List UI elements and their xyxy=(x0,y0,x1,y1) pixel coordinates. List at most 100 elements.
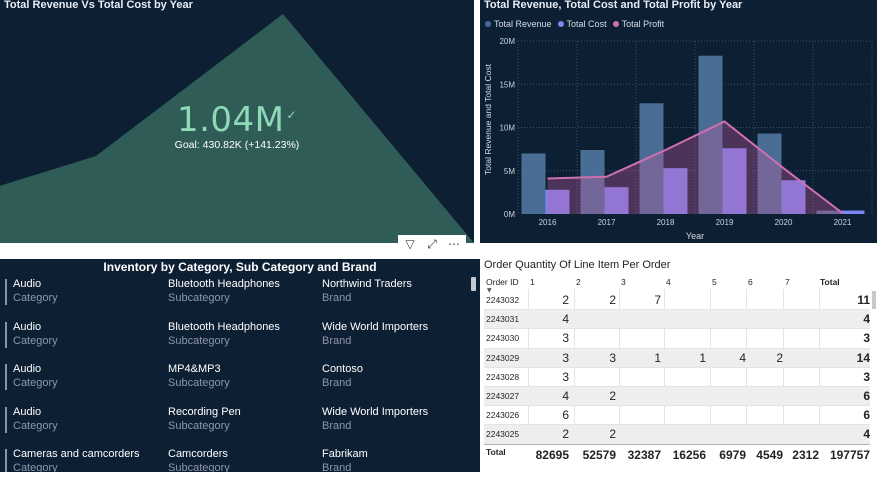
inventory-row[interactable]: Audio Category Bluetooth Headphones Subcate… xyxy=(0,320,470,363)
matrix-column-header[interactable]: 5 xyxy=(712,277,717,287)
bar-cost-2021[interactable] xyxy=(840,210,865,214)
order-id: 2243032 xyxy=(486,295,520,305)
brand-value: Wide World Importers xyxy=(322,320,429,333)
matrix-column-header[interactable]: 6 xyxy=(748,277,753,287)
focus-mode-icon[interactable]: ⤢ xyxy=(427,236,437,251)
subcategory-label: Subcategory xyxy=(168,419,230,432)
matrix-cell: 4 xyxy=(562,312,569,327)
matrix-column-header[interactable]: 7 xyxy=(785,277,790,287)
matrix-row[interactable]: 2243028 3 3 xyxy=(484,368,870,387)
category-value: Audio xyxy=(13,363,42,375)
legend-item-cost[interactable]: Total Cost xyxy=(557,19,607,29)
bar-cost-2019[interactable] xyxy=(722,148,747,214)
inventory-row[interactable]: Cameras and camcorders Category Camcorders… xyxy=(0,447,470,472)
inventory-brand-cell: Wide World Importers Brand xyxy=(322,321,428,347)
brand-value: Wide World Importers xyxy=(322,405,429,418)
bar-revenue-2016[interactable] xyxy=(521,153,546,214)
inventory-scrollbar[interactable] xyxy=(471,277,476,291)
bar-cost-2018[interactable] xyxy=(663,168,688,214)
subcategory-label: Subcategory xyxy=(168,377,230,389)
bar-cost-2017[interactable] xyxy=(604,187,629,214)
kpi-trend-area xyxy=(0,14,474,243)
legend-label: Total Profit xyxy=(621,19,665,29)
subcategory-label: Subcategory xyxy=(168,292,230,304)
matrix-column-header[interactable]: 1 xyxy=(530,277,535,287)
subcategory-value: Bluetooth Headphones xyxy=(168,278,280,290)
inventory-card[interactable]: Inventory by Category, Sub Category and … xyxy=(0,259,480,472)
legend-item-revenue[interactable]: Total Revenue xyxy=(485,19,552,29)
x-axis-label: Year xyxy=(686,231,704,241)
matrix-cell: 6 xyxy=(863,388,870,403)
matrix-row[interactable]: 2243032 2 2 7 11 xyxy=(484,291,870,311)
brand-label: Brand xyxy=(322,419,352,432)
inventory-row[interactable]: Audio Category MP4&MP3 Subcategory Contoso Br… xyxy=(0,362,470,405)
matrix-total-cell: 32387 xyxy=(627,448,661,462)
matrix-column-header[interactable]: 2 xyxy=(576,277,581,287)
matrix-scrollbar[interactable] xyxy=(872,291,876,309)
row-accent-bar xyxy=(5,406,7,433)
matrix-cell: 2 xyxy=(609,427,616,442)
more-options-icon[interactable]: ⋯ xyxy=(448,237,460,251)
filter-icon[interactable]: ▽ xyxy=(405,237,415,251)
matrix-column-header[interactable]: 3 xyxy=(621,277,626,287)
matrix-total-cell: 6979 xyxy=(719,448,746,462)
matrix-cell: 3 xyxy=(562,331,569,346)
matrix-row[interactable]: 2243031 4 4 xyxy=(484,310,870,330)
kpi-area xyxy=(0,14,474,243)
legend-item-profit[interactable]: Total Profit xyxy=(612,19,665,29)
matrix-cell: 2 xyxy=(609,388,616,403)
inventory-subcategory-cell: Camcorders Subcategory xyxy=(168,448,230,472)
bar-cost-2020[interactable] xyxy=(781,180,806,214)
inventory-category-cell: Audio Category xyxy=(13,321,58,347)
inventory-category-cell: Audio Category xyxy=(13,278,58,304)
brand-value: Contoso xyxy=(322,363,363,375)
order-id: 2243026 xyxy=(486,410,520,421)
kpi-card[interactable]: Total Revenue Vs Total Cost by Year 1.04… xyxy=(0,0,474,243)
profit-area xyxy=(547,121,843,214)
bar-revenue-2018[interactable] xyxy=(639,103,664,214)
matrix-total-cell: 2312 xyxy=(792,448,819,462)
matrix-column-header[interactable]: Total xyxy=(820,277,840,287)
legend-dot-icon xyxy=(485,21,491,27)
brand-label: Brand xyxy=(322,292,352,304)
matrix-row[interactable]: 2243029 3 3 1 1 4 2 14 xyxy=(484,348,870,368)
legend-label: Total Revenue xyxy=(494,19,552,29)
bar-cost-2016[interactable] xyxy=(545,189,570,214)
kpi-value-text: 1.04M xyxy=(176,100,285,140)
bar-revenue-2020[interactable] xyxy=(757,133,782,214)
matrix-row-header[interactable]: Order ID xyxy=(486,277,519,287)
category-label: Category xyxy=(13,292,58,304)
inventory-brand-cell: Wide World Importers Brand xyxy=(322,406,428,432)
visual-header-toolbar: ▽ ⤢ ⋯ xyxy=(398,235,466,253)
matrix-row[interactable]: 2243027 4 2 6 xyxy=(484,386,870,407)
bar-revenue-2017[interactable] xyxy=(580,149,605,214)
bar-revenue-2021[interactable] xyxy=(816,210,841,214)
revenue-cost-profit-chart[interactable]: Total Revenue, Total Cost and Total Prof… xyxy=(480,0,877,243)
matrix-cell: 11 xyxy=(857,293,870,307)
y-tick-label: 20M xyxy=(499,37,515,46)
legend-dot-icon xyxy=(557,21,564,27)
matrix-column-header[interactable]: 4 xyxy=(666,277,671,287)
inventory-subcategory-cell: Bluetooth Headphones Subcategory xyxy=(168,321,280,347)
inventory-row[interactable]: Audio Category Recording Pen Subcategory Wid… xyxy=(0,405,470,448)
matrix-cell: 3 xyxy=(562,350,569,365)
order-quantity-matrix[interactable]: Order Quantity Of Line Item Per Order Or… xyxy=(480,258,877,472)
matrix-row[interactable]: 2243025 2 2 4 xyxy=(484,425,870,445)
chart-plot: 0M 5M 10M 15M 20M 2016 2017 2018 2019 2020 2021 Yea… xyxy=(483,37,873,241)
matrix-cell: 4 xyxy=(739,350,746,365)
matrix-cell: 2 xyxy=(776,350,783,365)
brand-label: Brand xyxy=(322,377,352,389)
inventory-subcategory-cell: Bluetooth Headphones Subcategory xyxy=(168,278,280,304)
sort-caret-icon[interactable]: ▼ xyxy=(487,287,492,294)
bar-revenue-2019[interactable] xyxy=(698,55,723,214)
order-id: 2243030 xyxy=(486,333,520,344)
matrix-cell: 6 xyxy=(562,408,569,423)
matrix-total-cell: 4549 xyxy=(756,448,783,462)
x-tick-label: 2017 xyxy=(598,218,616,227)
matrix-row[interactable]: 2243026 6 6 xyxy=(484,406,870,426)
matrix-row[interactable]: 2243030 3 3 xyxy=(484,329,870,349)
subcategory-value: Recording Pen xyxy=(168,405,241,418)
matrix-total-row: Total 82695 52579 32387 16256 6979 4549 2312 197… xyxy=(484,444,870,466)
inventory-row[interactable]: Audio Category Bluetooth Headphones Subcate… xyxy=(0,277,470,320)
category-label: Category xyxy=(13,462,58,472)
